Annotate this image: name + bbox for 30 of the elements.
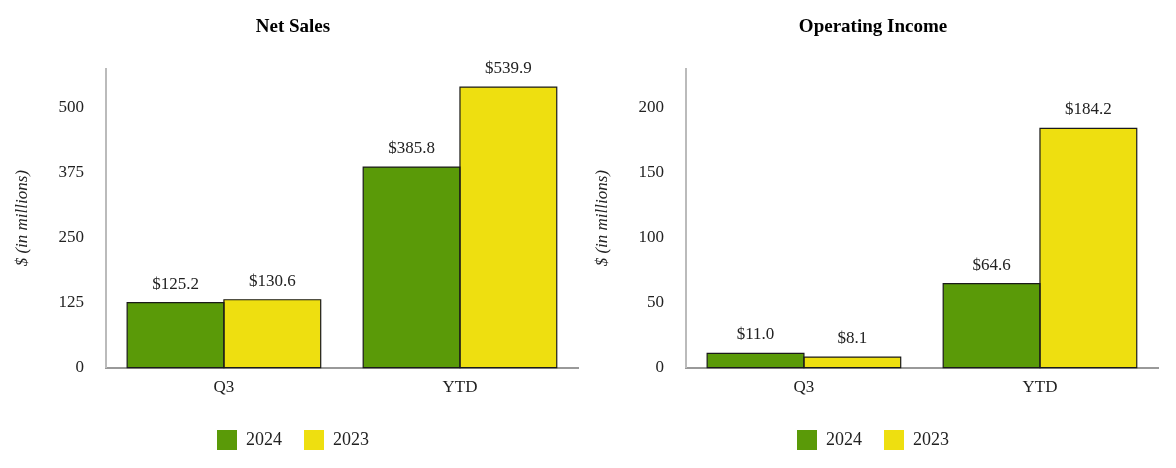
y-tick-label: 0 xyxy=(655,357,664,377)
legend-label: 2024 xyxy=(826,428,862,449)
legend-label: 2023 xyxy=(913,428,949,449)
data-label: $8.1 xyxy=(837,328,868,348)
data-label: $125.2 xyxy=(152,273,199,293)
x-tick-label: Q3 xyxy=(213,377,235,397)
legend-label: 2024 xyxy=(246,428,282,449)
data-label: $64.6 xyxy=(972,254,1011,274)
x-tick-label: YTD xyxy=(1022,377,1058,397)
y-tick-label: 200 xyxy=(638,97,664,117)
data-label: $184.2 xyxy=(1064,99,1112,119)
y-tick-label: 100 xyxy=(638,227,664,247)
y-tick-label: 0 xyxy=(75,357,84,377)
y-tick-label: 500 xyxy=(58,97,84,117)
chart-title: Net Sales xyxy=(255,15,331,37)
y-tick-label: 150 xyxy=(638,162,664,182)
chart-title: Operating Income xyxy=(798,15,948,37)
y-axis-title: $ (in millions) xyxy=(11,169,31,267)
x-tick-label: YTD xyxy=(442,377,478,397)
legend-label: 2023 xyxy=(333,428,369,449)
x-tick-label: Q3 xyxy=(793,377,815,397)
y-axis-title: $ (in millions) xyxy=(591,169,611,267)
data-label: $385.8 xyxy=(388,138,435,158)
y-tick-label: 50 xyxy=(646,292,664,312)
y-tick-label: 125 xyxy=(58,292,84,312)
y-tick-label: 250 xyxy=(58,227,84,247)
data-label: $130.6 xyxy=(248,270,296,290)
data-label: $539.9 xyxy=(484,58,532,78)
data-label: $11.0 xyxy=(736,324,775,344)
y-tick-label: 375 xyxy=(58,162,84,182)
